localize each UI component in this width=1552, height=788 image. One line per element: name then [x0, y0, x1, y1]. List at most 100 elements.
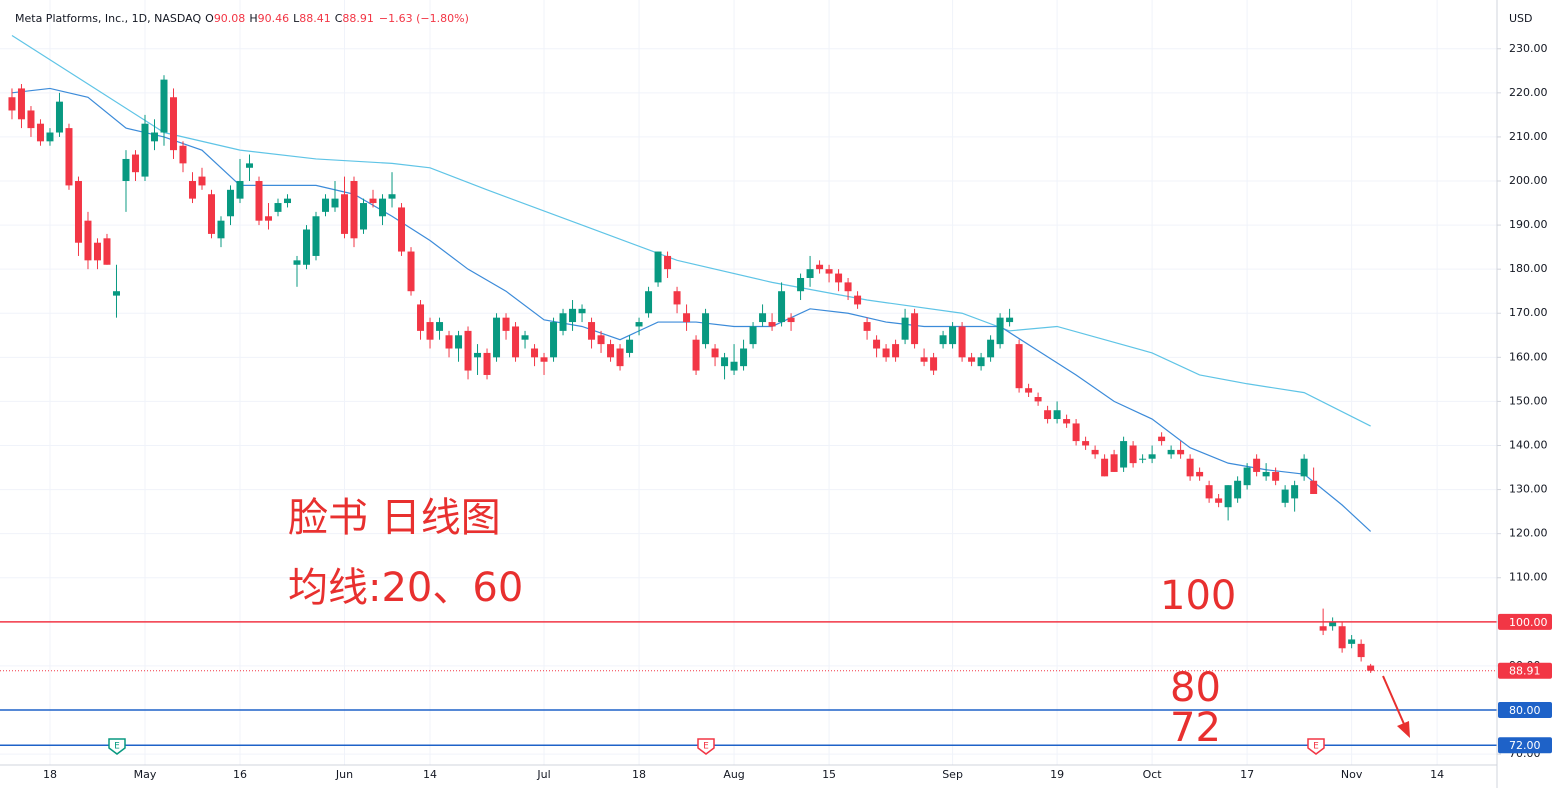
- candle-body: [65, 128, 73, 186]
- candle-body: [331, 198, 339, 208]
- candle-body: [226, 189, 234, 217]
- candle-body: [17, 88, 25, 120]
- candle-body: [464, 330, 472, 371]
- x-tick-label: 16: [233, 768, 247, 781]
- annotation: 100: [1160, 573, 1236, 619]
- candle-body: [835, 273, 843, 283]
- candle-body: [740, 348, 748, 367]
- candle-body: [131, 154, 139, 173]
- candle-body: [398, 207, 406, 252]
- candle-body: [1348, 639, 1356, 644]
- candle-body: [1205, 485, 1213, 499]
- y-tick-label: 170.00: [1509, 306, 1548, 319]
- x-tick-label: May: [134, 768, 157, 781]
- candle-body: [578, 308, 586, 314]
- candle-body: [1129, 445, 1137, 464]
- candle-body: [607, 344, 615, 358]
- candle-body: [1025, 388, 1033, 393]
- level-label-bg: [1498, 737, 1552, 754]
- candle-body: [179, 145, 187, 164]
- candle-body: [854, 295, 862, 305]
- y-tick-label: 160.00: [1509, 350, 1548, 363]
- candle-body: [36, 123, 44, 142]
- candle-body: [673, 291, 681, 305]
- candle-body: [1291, 485, 1299, 499]
- candle-body: [436, 322, 444, 331]
- candle-body: [255, 181, 263, 221]
- ohlc-value: 90.08: [214, 12, 246, 25]
- y-tick-label: 140.00: [1509, 438, 1548, 451]
- candle-body: [521, 335, 529, 340]
- candle-body: [1072, 423, 1080, 442]
- level-label-bg: [1498, 701, 1552, 718]
- candle-body: [417, 304, 425, 331]
- candle-body: [768, 322, 776, 327]
- candle-body: [759, 313, 767, 323]
- y-tick-label: 180.00: [1509, 262, 1548, 275]
- candle-body: [977, 357, 985, 367]
- level-label: 88.91: [1509, 665, 1541, 678]
- candle-body: [169, 97, 177, 151]
- candle-body: [1082, 441, 1090, 446]
- candle-body: [1139, 458, 1147, 460]
- x-tick-label: 17: [1240, 768, 1254, 781]
- candle-body: [702, 313, 710, 345]
- y-tick-label: 230.00: [1509, 42, 1548, 55]
- candle-body: [692, 339, 700, 371]
- y-tick-label: 220.00: [1509, 86, 1548, 99]
- arrow-head: [1397, 721, 1410, 738]
- candle-body: [1253, 458, 1261, 472]
- arrow-line: [1382, 675, 1405, 725]
- candle-body: [455, 335, 463, 349]
- candle-body: [797, 277, 805, 292]
- candle-body: [930, 357, 938, 371]
- marker-shape: [108, 738, 126, 755]
- candle-body: [1357, 643, 1365, 658]
- candle-body: [1063, 419, 1071, 424]
- candle-body: [645, 291, 653, 314]
- candle-body: [901, 317, 909, 340]
- candle-body: [1110, 454, 1118, 472]
- candle-body: [483, 352, 491, 375]
- currency-label: USD: [1509, 12, 1533, 25]
- x-tick-label: Sep: [942, 768, 963, 781]
- candle-body: [806, 269, 814, 278]
- candle-body: [1319, 626, 1327, 631]
- candle-body: [284, 198, 292, 204]
- candle-body: [968, 357, 976, 362]
- marker-label: E: [703, 742, 709, 752]
- candle-body: [1234, 480, 1242, 499]
- candle-body: [407, 251, 415, 292]
- candle-body: [1367, 665, 1375, 671]
- x-tick-label: 14: [1430, 768, 1444, 781]
- candle-body: [1300, 458, 1308, 477]
- candle-body: [635, 322, 643, 327]
- candle-body: [493, 317, 501, 358]
- marker-label: E: [1313, 742, 1319, 752]
- annotation: 均线:20、60: [288, 565, 523, 611]
- y-tick-label: 210.00: [1509, 130, 1548, 143]
- x-tick-label: Aug: [723, 768, 744, 781]
- candle-body: [1310, 480, 1318, 494]
- candle-body: [626, 339, 634, 353]
- candle-body: [207, 194, 215, 234]
- candle-body: [1120, 441, 1128, 468]
- candle-body: [873, 339, 881, 349]
- annotation: 脸书 日线图: [288, 495, 501, 541]
- candle-body: [141, 123, 149, 177]
- candle-body: [559, 313, 567, 331]
- candle-body: [939, 335, 947, 345]
- ohlc-value: 88.91: [342, 12, 374, 25]
- candle-body: [1224, 485, 1232, 508]
- candle-body: [730, 361, 738, 371]
- candle-body: [312, 216, 320, 256]
- candle-body: [350, 181, 358, 239]
- candle-body: [426, 322, 434, 340]
- candle-body: [863, 322, 871, 331]
- candle-body: [958, 326, 966, 358]
- candle-body: [55, 101, 63, 133]
- candle-body: [1091, 449, 1099, 455]
- candle-body: [160, 79, 168, 133]
